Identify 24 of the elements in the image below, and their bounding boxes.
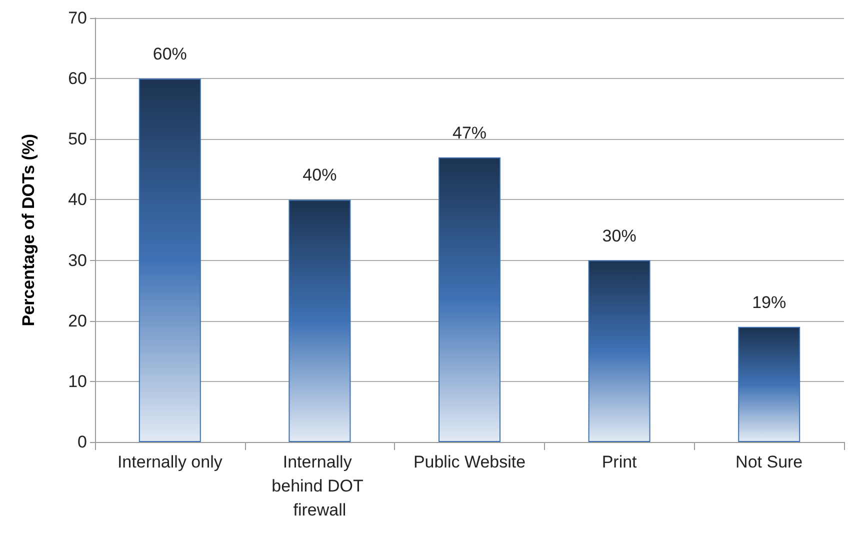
data-label: 19%	[752, 292, 786, 312]
y-tick-label: 40	[68, 190, 87, 210]
bar	[438, 157, 500, 442]
x-tick-label: Internally behind DOT firewall	[272, 452, 368, 520]
x-tick-label: Not Sure	[736, 452, 803, 472]
x-tick-label: Print	[602, 452, 638, 472]
bar	[588, 260, 650, 442]
bar	[138, 78, 201, 442]
y-tick-label: 30	[68, 250, 87, 270]
data-label: 40%	[302, 166, 337, 185]
y-tick-label: 70	[68, 8, 87, 28]
bar	[288, 200, 351, 442]
y-tick-label: 50	[68, 130, 87, 149]
y-tick-label: 10	[68, 372, 87, 391]
data-label: 60%	[152, 44, 187, 64]
data-label: 30%	[602, 226, 636, 246]
bar	[738, 326, 800, 442]
y-tick-label: 0	[78, 432, 87, 452]
y-tick-label: 60	[68, 69, 87, 88]
y-tick-label: 20	[68, 311, 87, 330]
x-tick-label: Internally only	[117, 452, 223, 472]
y-axis-title: Percentage of DOTs (%)	[19, 134, 38, 326]
data-label: 47%	[452, 123, 487, 142]
x-tick-label: Public Website	[413, 452, 526, 472]
